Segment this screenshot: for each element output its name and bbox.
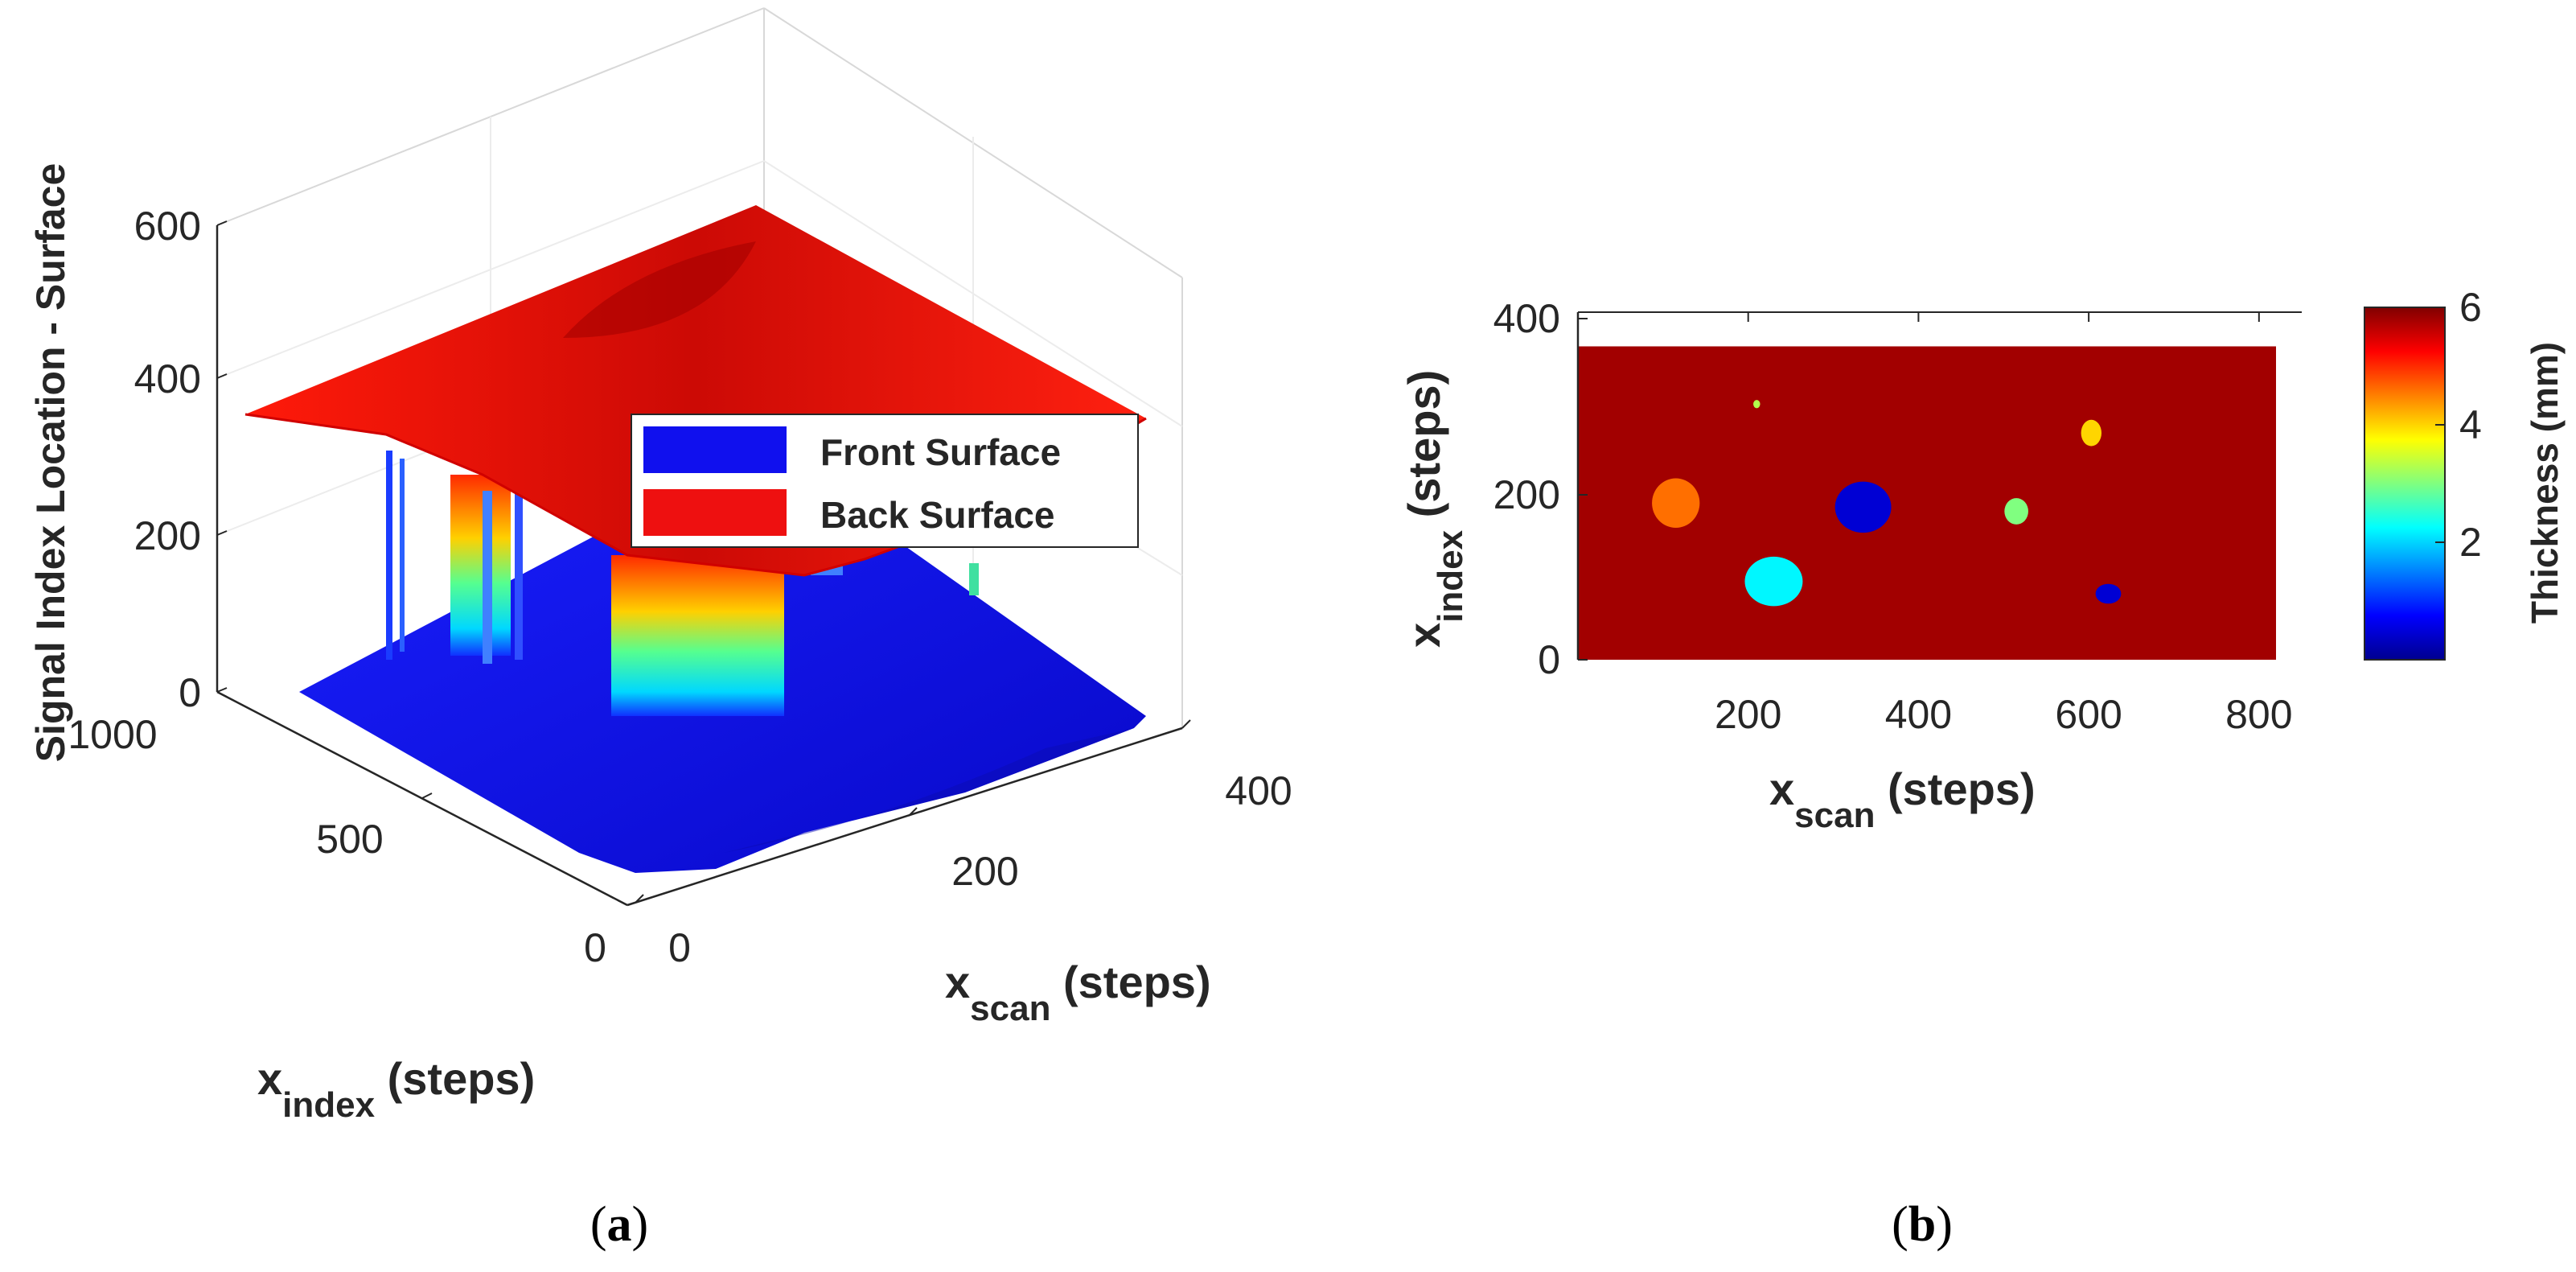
x-scan-tick-label: 400	[1225, 768, 1292, 813]
panel-b-x-axis-label: xscan (steps)	[1769, 764, 2036, 835]
x-scan-tick-mark	[635, 894, 644, 904]
x-scan-label-sub: scan	[970, 989, 1050, 1028]
colorbar-tick-label: 2	[2459, 520, 2482, 565]
box-front-left-edge	[216, 690, 628, 907]
panel-label-b-letter: b	[1908, 1197, 1936, 1252]
x-scan-tick-mark	[1181, 719, 1191, 729]
b-y-label-unit: (steps)	[1399, 370, 1449, 530]
panel-label-a-close: )	[632, 1197, 649, 1252]
b-y-tick-label: 200	[1493, 472, 1560, 517]
colorbar-label: Thickness (mm)	[2524, 342, 2566, 624]
defect-spot	[2004, 498, 2028, 525]
drip-column	[450, 475, 511, 656]
colorbar-tick-label: 4	[2459, 402, 2482, 447]
z-tick-label: 600	[134, 204, 201, 249]
panel-label-b: (b)	[1892, 1197, 1953, 1252]
x-index-tick-label: 0	[584, 925, 606, 970]
legend: Front Surface Back Surface	[631, 414, 1139, 548]
colorbar	[2364, 307, 2446, 661]
b-x-tick-label: 200	[1715, 692, 1781, 737]
z-tick-label: 400	[134, 356, 201, 401]
legend-swatch-front	[643, 426, 787, 473]
panel-b-y-axis-label: xindex (steps)	[1399, 370, 1470, 648]
defect-spot	[1744, 556, 1803, 607]
panel-label-a-open: (	[590, 1197, 607, 1252]
defect-spot	[1652, 478, 1700, 528]
x-index-tick-label: 500	[316, 817, 383, 862]
defects-layer	[1652, 400, 2122, 607]
drip-column	[515, 483, 523, 660]
defect-spot	[1753, 400, 1760, 409]
defect-spot	[1834, 481, 1892, 533]
drip-column	[969, 563, 979, 595]
panel-b-ticks: 200 400 600 800 0 200 400	[1493, 296, 2293, 737]
legend-swatch-back	[643, 489, 787, 536]
b-x-label-main: x	[1769, 764, 1794, 814]
x-index-tick-mark	[216, 691, 228, 698]
drip-columns	[386, 451, 979, 716]
b-y-label-sub: index	[1431, 529, 1470, 622]
colorbar-tick-label: 6	[2459, 285, 2482, 330]
panel-label-b-open: (	[1892, 1197, 1908, 1252]
x-scan-ticks: 0 200 400	[635, 719, 1292, 970]
z-tick-label: 200	[134, 513, 201, 558]
x-index-tick-mark	[421, 792, 433, 799]
z-axis-label: Signal Index Location - Surface	[28, 163, 73, 763]
z-ticks: 0 200 400 600	[134, 204, 228, 715]
legend-label-front: Front Surface	[820, 431, 1061, 473]
drip-column	[400, 459, 405, 652]
x-scan-label-main: x	[945, 957, 970, 1007]
b-x-tick-label: 400	[1885, 692, 1952, 737]
b-x-tick-label: 600	[2055, 692, 2122, 737]
defect-spot	[2081, 419, 2101, 447]
x-scan-tick-label: 0	[668, 925, 691, 970]
x-index-label-main: x	[257, 1053, 282, 1104]
b-x-tick-label: 800	[2225, 692, 2292, 737]
colorbar-ticks: 2 4 6	[2435, 285, 2482, 565]
front-surface-shading	[724, 728, 1134, 853]
x-index-tick-label: 1000	[68, 712, 157, 757]
b-y-tick-label: 0	[1538, 637, 1560, 682]
panel-label-a: (a)	[590, 1197, 648, 1252]
x-index-ticks: 0 500 1000	[68, 691, 628, 970]
x-index-tick-mark	[617, 899, 628, 906]
back-surface-highlight	[563, 241, 756, 338]
x-index-axis-label: xindex (steps)	[257, 1053, 535, 1125]
drip-column	[611, 555, 784, 716]
x-scan-tick-mark	[908, 807, 918, 817]
defect-spot	[2095, 583, 2122, 604]
z-tick-label: 0	[179, 670, 201, 715]
b-y-tick-label: 400	[1493, 296, 1560, 341]
b-y-label-main: x	[1399, 623, 1449, 648]
x-scan-tick-label: 200	[951, 849, 1018, 894]
panel-a-3d-plot: 0 200 400 600 0 500 1000 0 200 400 Signa…	[28, 7, 1292, 1125]
x-scan-axis-label: xscan (steps)	[945, 957, 1211, 1028]
b-x-label-unit: (steps)	[1875, 764, 2035, 814]
legend-label-back: Back Surface	[820, 494, 1055, 536]
x-index-label-unit: (steps)	[375, 1053, 535, 1104]
drip-column	[483, 491, 492, 664]
panel-label-a-letter: a	[607, 1197, 632, 1252]
drip-column	[386, 451, 392, 660]
z-tick-mark	[216, 530, 228, 536]
x-index-label-sub: index	[282, 1085, 375, 1125]
z-tick-mark	[216, 373, 228, 379]
x-scan-label-unit: (steps)	[1050, 957, 1210, 1007]
b-x-label-sub: scan	[1794, 796, 1875, 835]
box-front-right-edge	[627, 727, 1183, 907]
panel-label-b-close: )	[1936, 1197, 1953, 1252]
z-tick-mark	[216, 220, 228, 226]
z-tick-mark	[216, 687, 228, 693]
